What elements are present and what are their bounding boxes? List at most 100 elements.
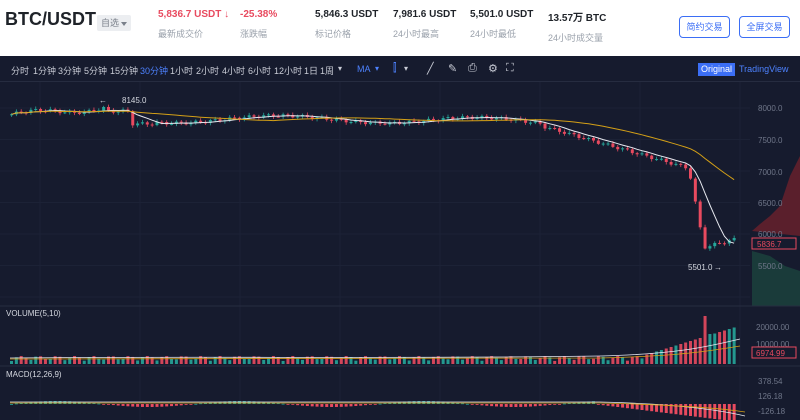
volume-bar (417, 356, 421, 364)
candle-body (538, 121, 542, 124)
macd-bar (349, 404, 353, 407)
volume-bar (553, 360, 557, 364)
volume-bar (698, 338, 702, 364)
volume-bar (10, 361, 13, 364)
candle-body (664, 158, 668, 162)
macd-bar (359, 404, 363, 406)
timeframe-tab[interactable]: 1周 (320, 66, 335, 76)
volume-bar (359, 357, 363, 364)
macd-bar (480, 404, 484, 406)
macd-bar (58, 401, 62, 404)
high-marker-label: 8145.0 (122, 96, 147, 105)
macd-bar (165, 404, 169, 407)
volume-bar (592, 358, 595, 364)
macd-bar (121, 404, 125, 406)
candle-body (29, 109, 33, 113)
view-tradingview-button[interactable]: TradingView (739, 64, 789, 74)
macd-bar (247, 401, 251, 404)
macd-bar (320, 404, 324, 407)
trendline-icon[interactable]: ╱ (427, 63, 434, 75)
macd-bar (291, 404, 295, 405)
volume-bar (39, 356, 43, 364)
pair-title: BTC/USDT (5, 9, 96, 29)
volume-bar (58, 356, 62, 364)
ma-dropdown-icon[interactable]: ▾ (375, 64, 380, 73)
macd-bar (150, 404, 154, 407)
timeframe-tab-active[interactable]: 30分钟 (140, 66, 169, 76)
timeframe-tab[interactable]: 3分钟 (58, 66, 82, 76)
volume-bar (170, 358, 174, 364)
candle-body (674, 163, 678, 165)
timeframe-tab[interactable]: 2小时 (196, 66, 220, 76)
candle-body (689, 168, 692, 179)
volume-bar (538, 358, 542, 364)
macd-bar (431, 401, 435, 404)
draw-tool-icon[interactable]: ✎ (448, 63, 458, 75)
kline-chart[interactable]: 分时 1分钟 3分钟 5分钟 15分钟 30分钟 1小时 2小时 4小时 6小时… (0, 56, 800, 420)
timeframe-tab[interactable]: 12小时 (274, 66, 303, 76)
mark-price-value: 5,846.3 USDT (315, 9, 379, 20)
chevron-down-icon (121, 21, 128, 26)
watchlist-dropdown[interactable]: 自选 (97, 15, 132, 31)
timeframe-tab[interactable]: 1日 (304, 66, 319, 76)
simple-trade-button[interactable]: 简约交易 (679, 16, 730, 38)
settings-icon[interactable]: ⚙ (488, 63, 498, 75)
macd-bar (427, 401, 431, 404)
volume-bar (34, 356, 38, 364)
volume-bar (213, 357, 217, 364)
fullscreen-icon[interactable]: ⛶ (506, 62, 514, 74)
macd-bar (655, 404, 659, 412)
candle-body (465, 116, 469, 118)
macd-bar (126, 404, 130, 407)
volume-bar (276, 357, 280, 364)
camera-icon[interactable]: ⎙ (468, 62, 477, 74)
candle-body (572, 132, 576, 135)
volume-bar (19, 356, 23, 364)
candle-type-dropdown-icon[interactable]: ▾ (404, 64, 409, 73)
timeframe-more-icon[interactable]: ▾ (338, 64, 343, 73)
macd-bar (344, 404, 348, 407)
timeframe-tab[interactable]: 15分钟 (110, 66, 139, 76)
macd-bar (470, 404, 474, 405)
macd-bar (650, 404, 654, 412)
candle-body (116, 111, 120, 113)
candle-body (334, 118, 338, 121)
timeframe-tab[interactable]: 分时 (11, 66, 30, 76)
timeframe-tab[interactable]: 1分钟 (33, 66, 57, 76)
timeframe-tab[interactable]: 5分钟 (84, 66, 108, 76)
timeframe-tab[interactable]: 4小时 (222, 66, 246, 76)
view-original-button[interactable]: Original (698, 63, 736, 76)
macd-bar (286, 404, 290, 405)
macd-tick: 378.54 (758, 377, 783, 386)
volume-tick: 20000.00 (756, 323, 790, 332)
candle-body (650, 155, 654, 160)
volume-24h-label: 24小时成交量 (548, 33, 604, 43)
macd-bar (276, 403, 280, 405)
volume-bar (528, 356, 532, 364)
candle-body (553, 128, 557, 130)
candle-type-icon[interactable]: ⫿ (393, 62, 397, 74)
macd-bar (194, 403, 198, 405)
macd-bar (354, 404, 358, 407)
volume-bar (509, 356, 513, 364)
macd-bar (645, 404, 649, 411)
volume-bar (596, 356, 600, 364)
macd-bar (465, 403, 469, 405)
timeframe-tab[interactable]: 1小时 (170, 66, 194, 76)
ma-indicator-button[interactable]: MA (357, 64, 371, 74)
timeframe-tab[interactable]: 6小时 (248, 66, 272, 76)
volume-bar (625, 360, 629, 364)
candle-body (286, 114, 290, 116)
candle-body (77, 112, 81, 114)
chart-toolbar: 分时 1分钟 3分钟 5分钟 15分钟 30分钟 1小时 2小时 4小时 6小时… (0, 56, 800, 82)
volume-bar (330, 356, 334, 364)
volume-bar (713, 333, 717, 364)
candle-body (87, 109, 91, 112)
candle-body (208, 120, 212, 123)
macd-bar (558, 404, 562, 405)
macd-bar (616, 404, 620, 407)
macd-bar (53, 401, 57, 404)
fullscreen-trade-button[interactable]: 全屏交易 (739, 16, 790, 38)
macd-bar (659, 404, 663, 413)
candle-body (558, 128, 562, 132)
